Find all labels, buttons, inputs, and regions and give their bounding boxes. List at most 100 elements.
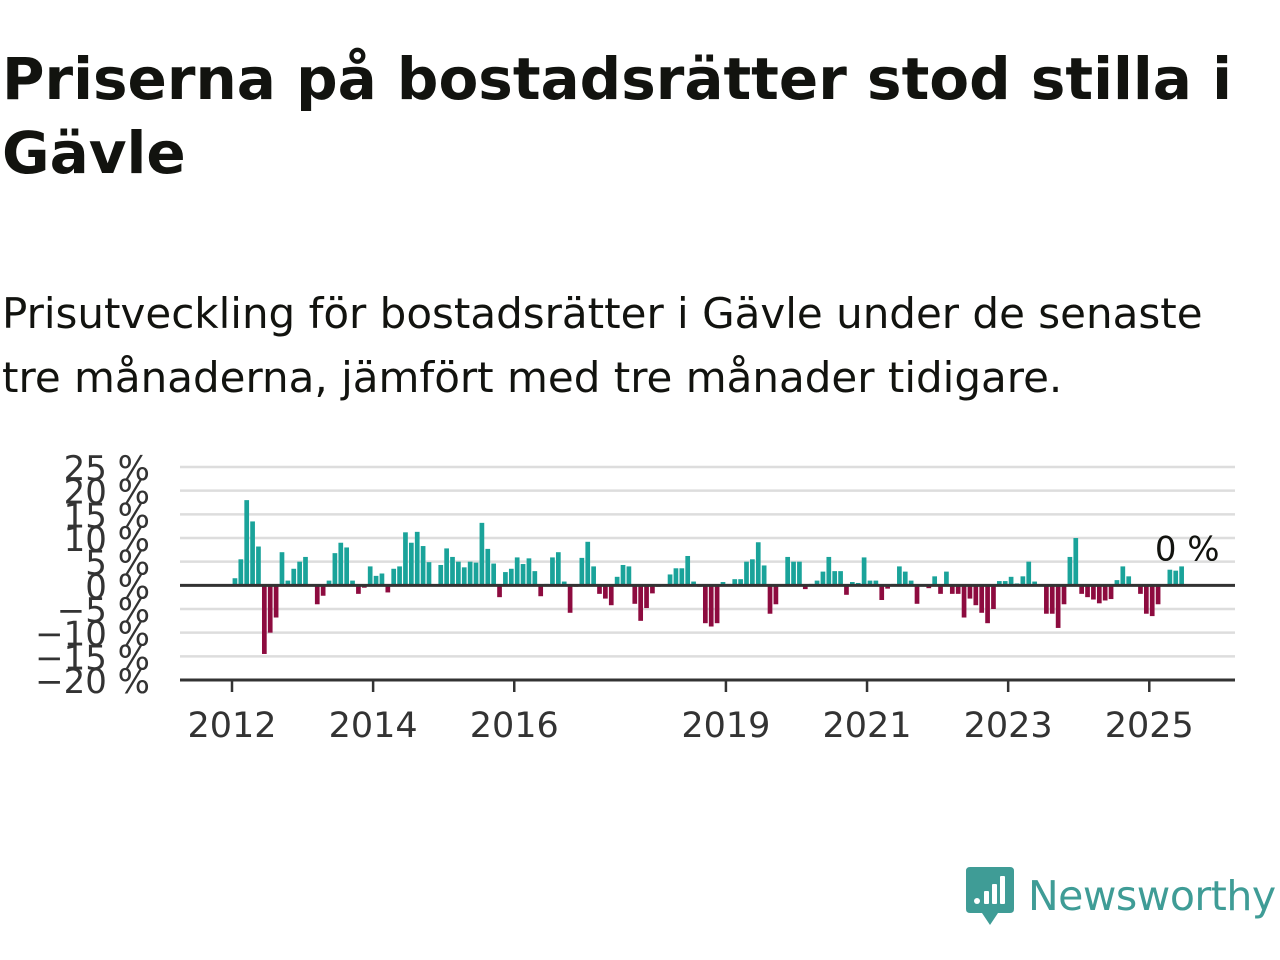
bar — [297, 561, 302, 586]
bar — [1020, 576, 1026, 586]
bar — [791, 561, 796, 586]
bar — [838, 571, 843, 586]
bar — [585, 541, 591, 586]
bar — [773, 585, 779, 605]
bar — [1096, 585, 1102, 604]
bar — [638, 585, 644, 621]
x-tick-label: 2025 — [1105, 706, 1194, 746]
x-tick-label: 2016 — [470, 706, 559, 746]
bar — [750, 559, 755, 586]
y-axis-labels: 25 %20 %15 %10 %5 %0 %−5 %−10 %−15 %−20 … — [35, 449, 150, 702]
bar — [797, 561, 802, 586]
brand-name: Newsworthy — [1028, 872, 1276, 920]
bar — [832, 571, 838, 586]
bar — [932, 576, 938, 586]
bar — [1155, 585, 1161, 605]
bar — [873, 580, 879, 586]
bar — [603, 585, 608, 599]
bar — [867, 580, 873, 586]
bar — [491, 563, 497, 586]
bar — [708, 585, 714, 627]
y-tick-label: −20 % — [35, 662, 150, 702]
bar — [420, 546, 426, 586]
bar — [285, 580, 291, 586]
bar — [267, 585, 273, 633]
bar — [944, 571, 949, 586]
bar — [379, 573, 385, 586]
bar — [356, 585, 361, 594]
bar — [338, 542, 344, 586]
bar — [732, 579, 738, 586]
bar — [497, 585, 502, 598]
bar — [767, 585, 773, 614]
bar — [438, 564, 444, 586]
bar — [561, 581, 567, 586]
bar — [1167, 569, 1173, 586]
bar — [849, 582, 855, 586]
newsworthy-logo-icon — [966, 867, 1014, 925]
bar — [326, 580, 332, 586]
bar — [456, 561, 461, 586]
bar — [691, 581, 696, 586]
bar — [908, 580, 914, 586]
x-tick-label: 2012 — [187, 706, 276, 746]
bar — [279, 552, 285, 586]
bar — [303, 556, 308, 586]
bar — [461, 567, 467, 586]
bar — [350, 580, 355, 586]
bar — [720, 582, 726, 586]
bar — [761, 565, 767, 586]
bar — [261, 585, 267, 654]
y-tick-label: 25 % — [64, 449, 150, 489]
bar — [955, 585, 961, 594]
bar — [391, 568, 397, 586]
bar — [397, 566, 402, 586]
bar — [579, 557, 585, 586]
bar — [467, 561, 473, 586]
bar — [1120, 566, 1126, 586]
bar — [967, 585, 973, 599]
bar — [879, 585, 885, 601]
bar — [532, 571, 538, 586]
bar — [244, 500, 250, 586]
bar — [250, 521, 255, 586]
bar — [1126, 576, 1132, 586]
bar — [714, 585, 720, 624]
x-tick-label: 2021 — [823, 706, 912, 746]
bar — [1091, 585, 1096, 600]
y-tick-label: −10 % — [35, 615, 150, 655]
bar — [408, 542, 414, 586]
bar — [738, 579, 743, 586]
page-title: Priserna på bostadsrätter stod stilla i … — [2, 45, 1232, 187]
bar — [979, 585, 985, 613]
bar — [914, 585, 920, 604]
price-change-chart: 25 %20 %15 %10 %5 %0 %−5 %−10 %−15 %−20 … — [35, 449, 1235, 746]
bar — [450, 556, 455, 586]
bar — [996, 581, 1002, 586]
bar — [620, 564, 626, 586]
bar — [785, 556, 791, 586]
bar — [555, 552, 561, 586]
bar — [1114, 580, 1120, 586]
bar — [1008, 576, 1014, 586]
bar — [685, 555, 691, 586]
bar — [238, 559, 244, 586]
bar — [485, 548, 491, 586]
x-tick-label: 2014 — [329, 706, 418, 746]
bar — [744, 561, 749, 586]
bar — [273, 585, 279, 618]
bar — [503, 572, 508, 586]
bar — [938, 585, 943, 594]
bar — [650, 585, 655, 594]
bar — [673, 568, 679, 586]
bar — [608, 585, 614, 606]
bar — [1055, 585, 1061, 628]
bar — [426, 562, 432, 586]
bar — [1085, 585, 1090, 598]
last-value-annotation: 0 % — [1155, 529, 1220, 569]
bar — [1108, 585, 1114, 600]
bar — [314, 585, 320, 605]
bar — [1102, 585, 1108, 601]
y-tick-label: 15 % — [64, 496, 150, 536]
brand-logo: Newsworthy — [964, 864, 1276, 928]
